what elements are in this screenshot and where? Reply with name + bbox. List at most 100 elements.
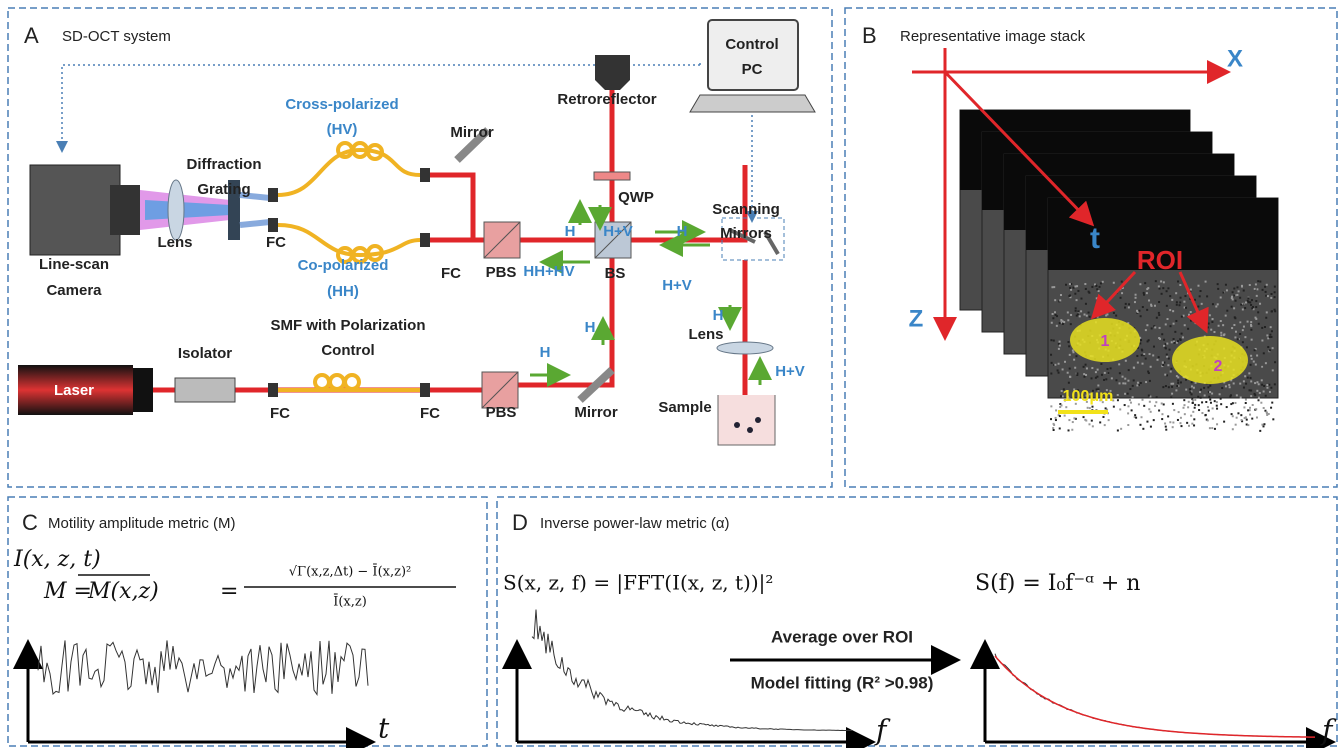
speckle — [1242, 329, 1244, 331]
speckle — [1072, 351, 1074, 353]
speckle — [1253, 361, 1255, 363]
speckle — [1101, 374, 1103, 376]
speckle — [1122, 376, 1124, 378]
component-label: FC — [441, 265, 461, 282]
speckle — [1129, 399, 1131, 401]
speckle — [1149, 401, 1151, 403]
speckle — [1089, 316, 1091, 318]
speckle — [1150, 304, 1152, 306]
speckle — [1176, 385, 1178, 387]
speckle — [1197, 285, 1199, 287]
speckle — [1245, 399, 1247, 401]
speckle — [1264, 286, 1266, 288]
speckle — [1179, 338, 1181, 340]
speckle — [1162, 386, 1164, 388]
speckle — [1095, 285, 1097, 287]
speckle — [1173, 342, 1175, 344]
speckle — [1103, 379, 1105, 381]
speckle — [1212, 303, 1214, 305]
speckle — [1250, 395, 1252, 397]
speckle — [1119, 372, 1121, 374]
speckle — [1104, 372, 1106, 374]
speckle — [1265, 362, 1267, 364]
speckle — [1120, 297, 1122, 299]
speckle — [1121, 292, 1123, 294]
speckle — [1100, 363, 1102, 365]
speckle — [1096, 288, 1098, 290]
component-label: QWP — [618, 189, 654, 206]
signal-trace — [38, 640, 368, 694]
speckle — [1239, 333, 1241, 335]
speckle — [1142, 428, 1144, 430]
speckle — [1169, 309, 1171, 311]
speckle — [1091, 377, 1093, 379]
speckle — [1070, 314, 1072, 316]
speckle — [1270, 326, 1272, 328]
speckle — [1183, 399, 1185, 401]
speckle — [1246, 419, 1248, 421]
speckle — [1110, 308, 1112, 310]
speckle — [1137, 382, 1139, 384]
speckle — [1105, 407, 1107, 409]
speckle — [1194, 404, 1196, 406]
image-label: 1 — [1101, 333, 1110, 350]
speckle — [1165, 426, 1167, 428]
speckle — [1233, 288, 1235, 290]
speckle — [1158, 301, 1160, 303]
speckle — [1146, 324, 1148, 326]
speckle — [1250, 304, 1252, 306]
speckle — [1171, 341, 1173, 343]
panel-letter: A — [24, 23, 39, 48]
speckle — [1185, 389, 1187, 391]
component-label: Grating — [197, 181, 250, 198]
speckle — [1054, 311, 1056, 313]
speckle — [1142, 306, 1144, 308]
speckle — [1228, 384, 1230, 386]
speckle — [1232, 291, 1234, 293]
speckle — [1151, 327, 1153, 329]
speckle — [1231, 327, 1233, 329]
speckle — [1113, 282, 1115, 284]
speckle — [1175, 389, 1177, 391]
speckle — [1266, 384, 1268, 386]
speckle — [1216, 408, 1218, 410]
speckle — [1235, 424, 1237, 426]
speckle — [1050, 373, 1052, 375]
speckle — [1216, 401, 1218, 403]
speckle — [1220, 398, 1222, 400]
speckle — [1052, 427, 1054, 429]
speckle — [1097, 384, 1099, 386]
speckle — [1271, 402, 1273, 404]
speckle — [1254, 288, 1256, 290]
speckle — [1138, 310, 1140, 312]
speckle — [1105, 378, 1107, 380]
speckle — [1083, 366, 1085, 368]
speckle — [1188, 314, 1190, 316]
speckle — [1110, 367, 1112, 369]
speckle — [1143, 292, 1145, 294]
speckle — [1178, 411, 1180, 413]
speckle — [1145, 329, 1147, 331]
speckle — [1256, 295, 1258, 297]
speckle — [1177, 340, 1179, 342]
speckle — [1051, 362, 1053, 364]
speckle — [1258, 323, 1260, 325]
average-trace — [995, 654, 1315, 737]
speckle — [1165, 385, 1167, 387]
speckle — [1089, 407, 1091, 409]
speckle — [1062, 368, 1064, 370]
speckle — [1121, 281, 1123, 283]
speckle — [1259, 281, 1261, 283]
speckle — [1054, 364, 1056, 366]
speckle — [1111, 377, 1113, 379]
speckle — [1141, 349, 1143, 351]
formula: M = — [43, 579, 92, 604]
speckle — [1234, 317, 1236, 319]
speckle — [1271, 293, 1273, 295]
component-label: Control — [725, 36, 778, 53]
speckle — [1092, 425, 1094, 427]
speckle — [1155, 401, 1157, 403]
speckle — [1053, 424, 1055, 426]
speckle — [1192, 411, 1194, 413]
speckle — [1185, 307, 1187, 309]
